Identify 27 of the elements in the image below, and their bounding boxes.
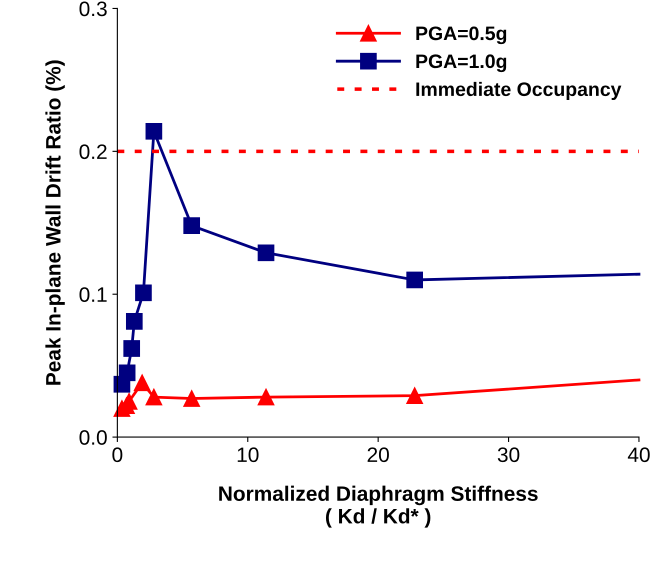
legend-label: PGA=0.5g (416, 26, 506, 44)
point (258, 388, 274, 406)
point (146, 388, 162, 406)
point (118, 364, 136, 382)
point (183, 390, 200, 407)
y-axis-title: Peak In-plane Wall Drift Ratio (%) (45, 60, 65, 385)
x-tick-label: 30 (498, 447, 520, 462)
x-tick-label: 20 (368, 447, 389, 462)
point (406, 387, 424, 404)
x-axis-title: Normalized Diaphragm Stiffness ( Kd / Kd* ) (219, 486, 538, 528)
x-tick-label: 0 (112, 447, 122, 462)
y-tick-label: 0.1 (79, 287, 107, 302)
y-tick-label: 0.3 (79, 1, 107, 16)
point (258, 244, 274, 262)
y-tick-label: 0.0 (79, 430, 107, 445)
point (406, 272, 424, 288)
point (135, 284, 152, 302)
x-tick-label: 10 (238, 447, 259, 462)
point (146, 123, 162, 140)
point (123, 340, 140, 357)
point (183, 217, 200, 234)
legend-label: Immediate Occupancy (416, 82, 622, 100)
x-tick-label: 40 (628, 447, 650, 462)
legend-label: PGA=1.0g (416, 54, 506, 72)
point (134, 374, 150, 392)
point (126, 313, 143, 330)
y-tick-label: 0.2 (79, 144, 107, 160)
